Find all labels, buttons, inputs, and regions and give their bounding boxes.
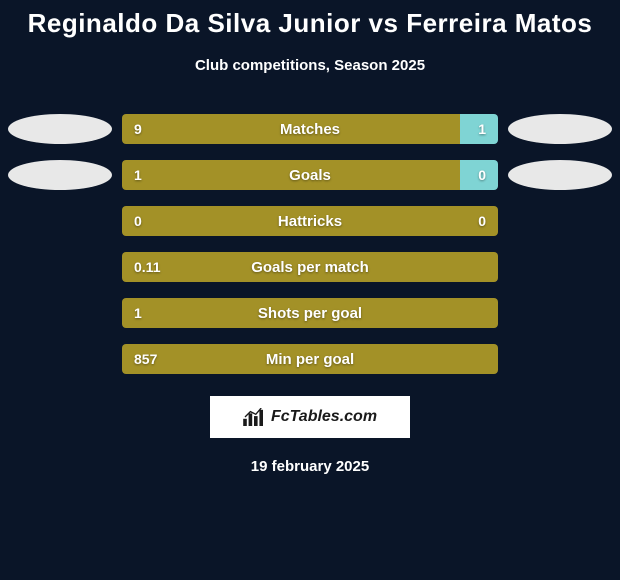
stat-left-value: 0	[122, 213, 154, 229]
stat-left-value: 1	[122, 167, 154, 183]
stat-left-value: 1	[122, 305, 154, 321]
stat-rows-container: 91Matches10Goals00Hattricks0.11Goals per…	[0, 114, 620, 374]
left-avatar-slot	[8, 160, 112, 190]
stat-bar: 10Goals	[122, 160, 498, 190]
right-avatar-slot	[508, 298, 612, 328]
player-left-avatar	[8, 160, 112, 190]
right-avatar-slot	[508, 252, 612, 282]
stat-bar: 00Hattricks	[122, 206, 498, 236]
stat-row: 00Hattricks	[8, 206, 612, 236]
stat-bar-right-segment: 0	[460, 160, 498, 190]
stat-row: 10Goals	[8, 160, 612, 190]
right-avatar-slot	[508, 344, 612, 374]
stat-bar: 857Min per goal	[122, 344, 498, 374]
left-avatar-slot	[8, 114, 112, 144]
right-avatar-slot	[508, 160, 612, 190]
stat-left-value: 857	[122, 351, 169, 367]
logo-banner: FcTables.com	[210, 396, 410, 438]
right-avatar-slot	[508, 206, 612, 236]
fctables-logo-icon	[243, 408, 265, 426]
stat-bar-left-segment: 9	[122, 114, 460, 144]
stat-bar-left-segment: 857	[122, 344, 498, 374]
right-avatar-slot	[508, 114, 612, 144]
comparison-infographic: Reginaldo Da Silva Junior vs Ferreira Ma…	[0, 0, 620, 580]
player-left-avatar	[8, 114, 112, 144]
left-avatar-slot	[8, 344, 112, 374]
stat-bar: 91Matches	[122, 114, 498, 144]
stat-row: 0.11Goals per match	[8, 252, 612, 282]
stat-row: 857Min per goal	[8, 344, 612, 374]
left-avatar-slot	[8, 298, 112, 328]
stat-bar-right-segment: 1	[460, 114, 498, 144]
stat-bar-left-segment: 1	[122, 298, 498, 328]
stat-right-value: 0	[466, 206, 498, 236]
left-avatar-slot	[8, 206, 112, 236]
stat-bar-left-segment: 0	[122, 206, 498, 236]
stat-row: 1Shots per goal	[8, 298, 612, 328]
player-right-avatar	[508, 114, 612, 144]
stat-left-value: 9	[122, 121, 154, 137]
stat-right-value: 1	[466, 121, 498, 137]
subtitle: Club competitions, Season 2025	[0, 57, 620, 74]
left-avatar-slot	[8, 252, 112, 282]
logo-text: FcTables.com	[271, 408, 377, 426]
stat-bar-left-segment: 1	[122, 160, 460, 190]
page-title: Reginaldo Da Silva Junior vs Ferreira Ma…	[0, 8, 620, 39]
stat-bar-left-segment: 0.11	[122, 252, 498, 282]
stat-bar: 1Shots per goal	[122, 298, 498, 328]
stat-left-value: 0.11	[122, 259, 172, 275]
stat-row: 91Matches	[8, 114, 612, 144]
stat-bar: 0.11Goals per match	[122, 252, 498, 282]
stat-right-value: 0	[466, 167, 498, 183]
infographic-date: 19 february 2025	[0, 458, 620, 475]
player-right-avatar	[508, 160, 612, 190]
